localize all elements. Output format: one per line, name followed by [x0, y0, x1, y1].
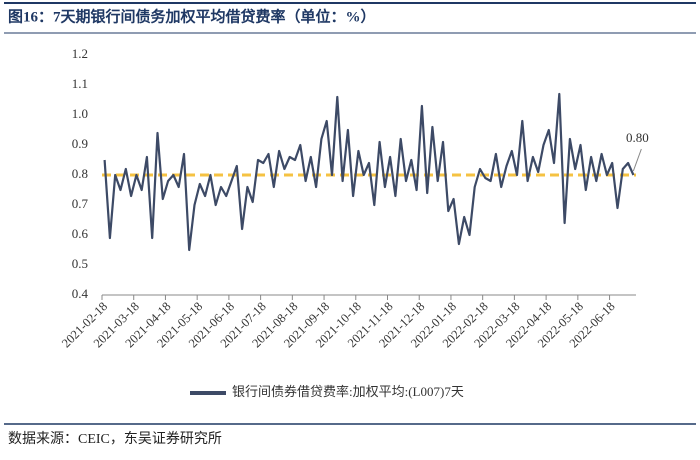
y-tick-label: 1.2 — [72, 46, 88, 61]
legend-label: 银行间债券借贷费率:加权平均:(L007)7天 — [232, 384, 464, 399]
annotation-leader — [632, 148, 642, 172]
y-tick-label: 1.1 — [72, 76, 88, 91]
y-tick-label: 0.8 — [72, 166, 88, 181]
y-tick-label: 0.9 — [72, 136, 88, 151]
source-note: 数据来源：CEIC，东吴证券研究所 — [8, 431, 222, 447]
y-tick-label: 0.7 — [72, 196, 89, 211]
annotation: 0.80 — [626, 130, 649, 145]
y-tick-label: 0.5 — [72, 256, 88, 271]
y-tick-label: 0.6 — [72, 226, 89, 241]
chart-title: 图16：7天期银行间债务加权平均借贷费率（单位：%） — [8, 7, 376, 25]
y-tick-label: 1.0 — [72, 106, 88, 121]
y-tick-label: 0.4 — [72, 286, 89, 301]
series-line — [103, 92, 635, 252]
